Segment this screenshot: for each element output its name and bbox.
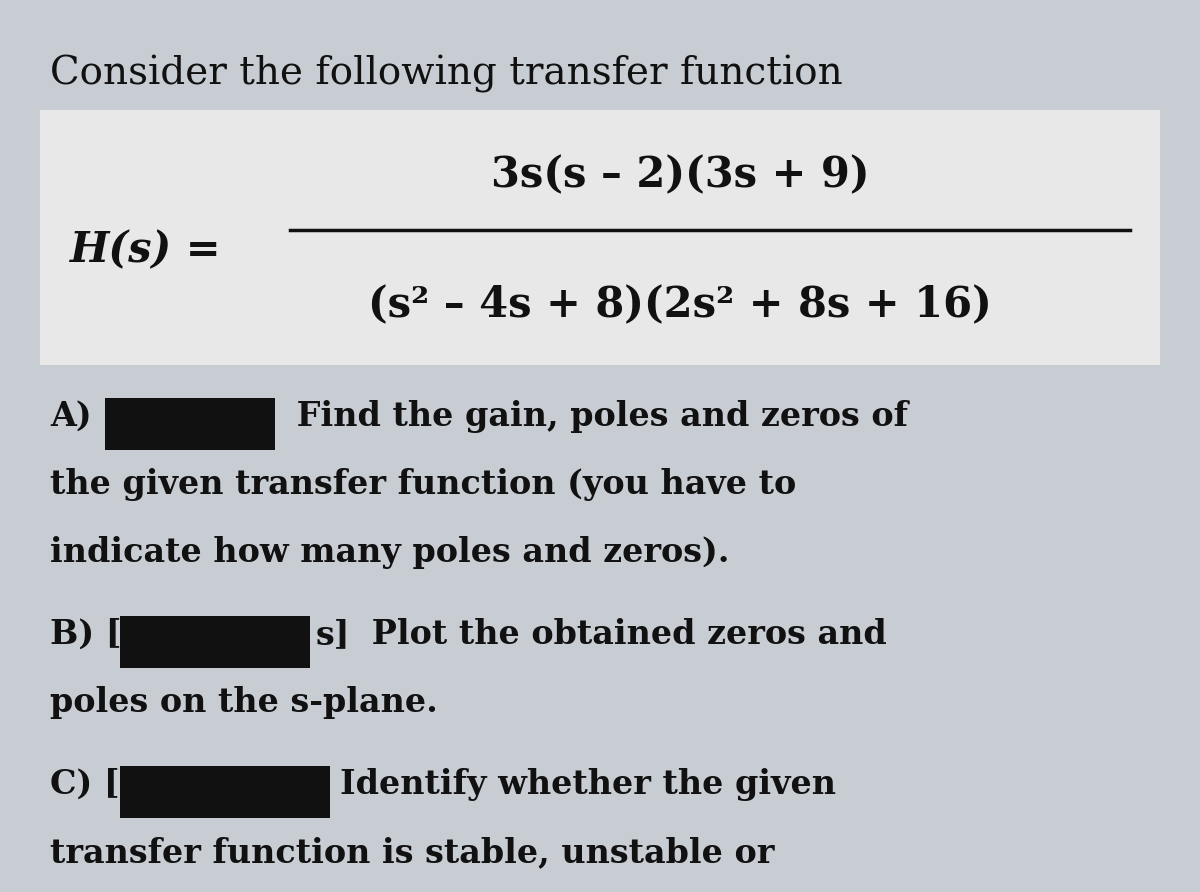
Text: Find the gain, poles and zeros of: Find the gain, poles and zeros of bbox=[286, 400, 908, 433]
Text: indicate how many poles and zeros).: indicate how many poles and zeros). bbox=[50, 536, 730, 569]
Bar bbox=[106, 398, 275, 450]
Text: C) [: C) [ bbox=[50, 768, 120, 801]
Text: A): A) bbox=[50, 400, 91, 433]
Bar bbox=[120, 616, 310, 668]
Text: Consider the following transfer function: Consider the following transfer function bbox=[50, 55, 842, 93]
Text: s]: s] bbox=[316, 618, 350, 651]
Text: poles on the s-plane.: poles on the s-plane. bbox=[50, 686, 438, 719]
Text: Plot the obtained zeros and: Plot the obtained zeros and bbox=[360, 618, 887, 651]
Text: transfer function is stable, unstable or: transfer function is stable, unstable or bbox=[50, 836, 774, 869]
Text: (s² – 4s + 8)(2s² + 8s + 16): (s² – 4s + 8)(2s² + 8s + 16) bbox=[368, 284, 992, 326]
Text: Identify whether the given: Identify whether the given bbox=[340, 768, 836, 801]
Text: H(s) =: H(s) = bbox=[70, 229, 222, 271]
Text: 3s(s – 2)(3s + 9): 3s(s – 2)(3s + 9) bbox=[491, 154, 869, 196]
Text: the given transfer function (you have to: the given transfer function (you have to bbox=[50, 468, 797, 501]
Bar bbox=[40, 110, 1160, 365]
Bar bbox=[120, 766, 330, 818]
Text: B) [: B) [ bbox=[50, 618, 121, 651]
